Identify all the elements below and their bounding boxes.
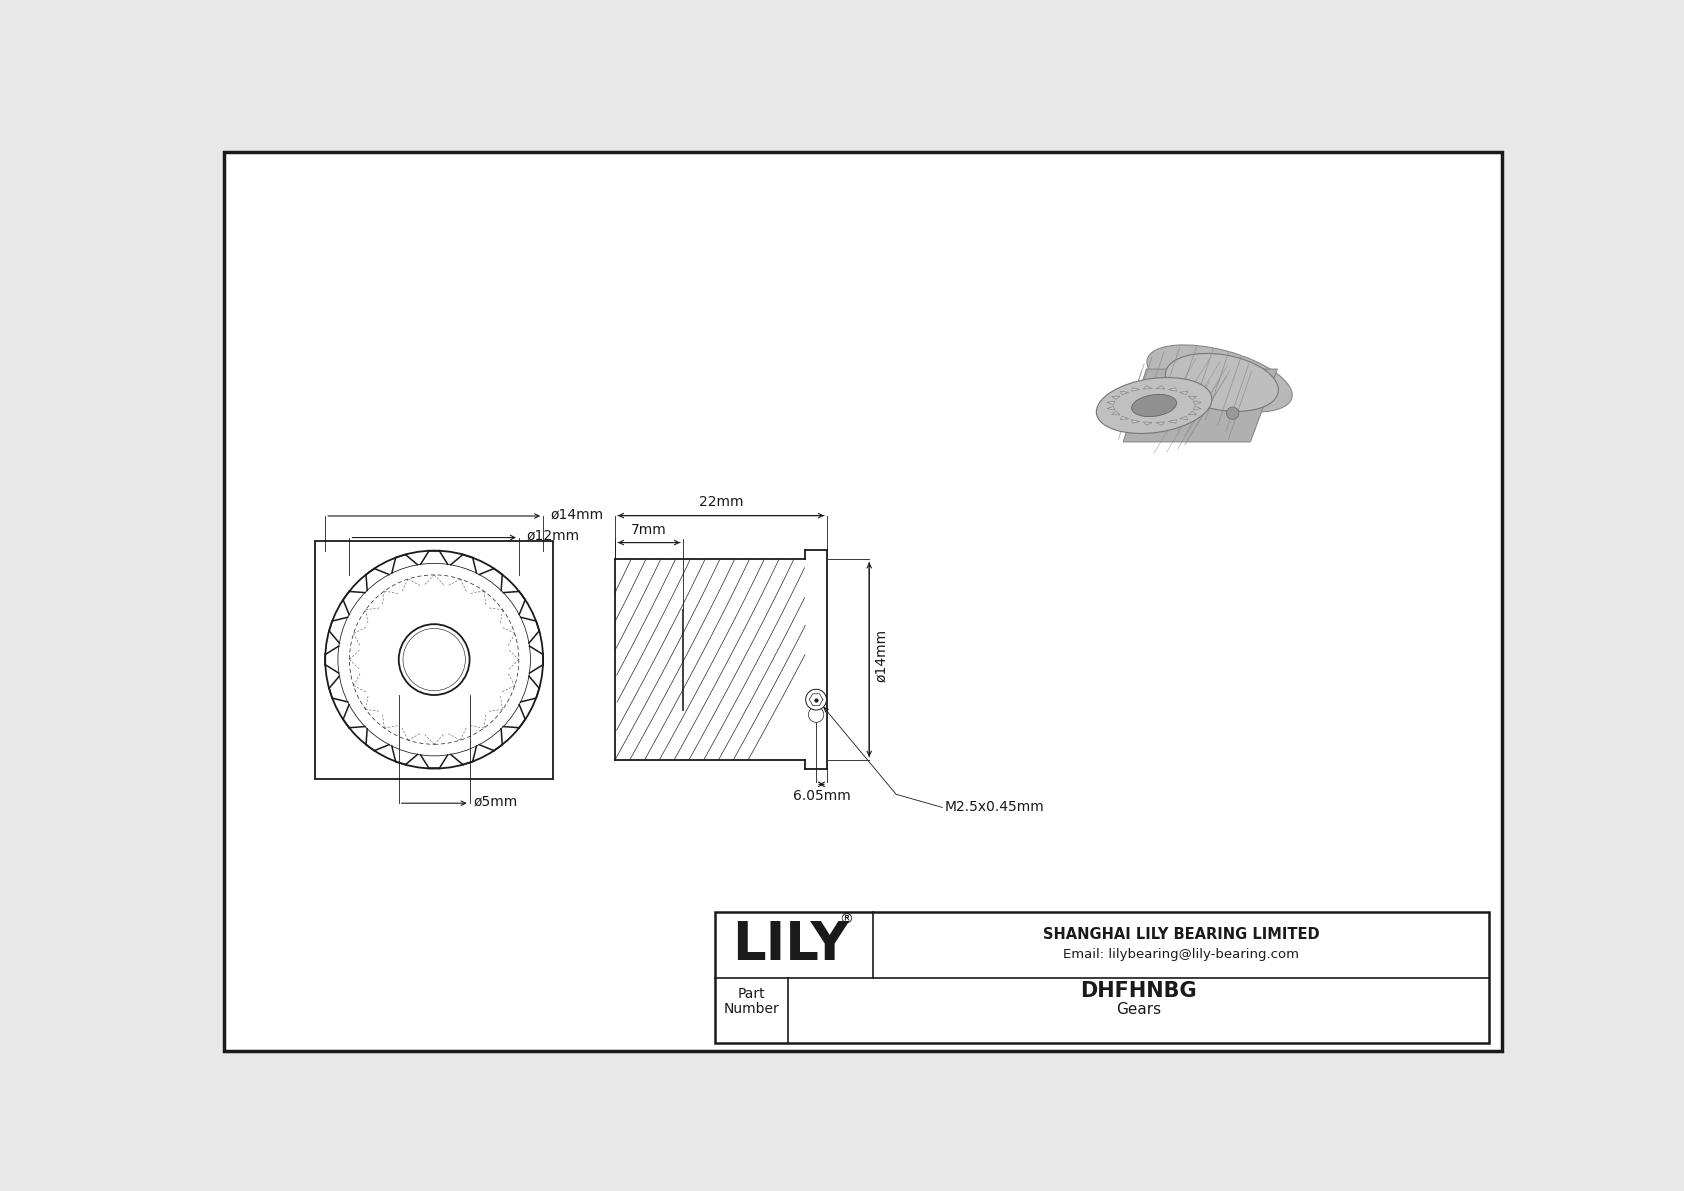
Text: ø5mm: ø5mm (473, 794, 517, 809)
Polygon shape (1143, 422, 1152, 425)
Polygon shape (1179, 416, 1187, 419)
Ellipse shape (1147, 345, 1292, 412)
Text: Number: Number (724, 1002, 780, 1016)
Polygon shape (1111, 397, 1120, 399)
Polygon shape (1194, 406, 1201, 410)
Text: ®: ® (839, 912, 852, 927)
Polygon shape (1123, 369, 1276, 442)
Polygon shape (1155, 386, 1165, 389)
Polygon shape (1106, 406, 1115, 410)
Polygon shape (1155, 422, 1165, 425)
Ellipse shape (1165, 354, 1278, 411)
Text: ø14mm: ø14mm (551, 507, 605, 522)
Polygon shape (1132, 388, 1140, 392)
Polygon shape (1194, 401, 1201, 405)
Text: SHANGHAI LILY BEARING LIMITED: SHANGHAI LILY BEARING LIMITED (1042, 927, 1319, 942)
Bar (315, 541, 552, 779)
Circle shape (805, 690, 827, 710)
Polygon shape (1169, 419, 1177, 423)
Polygon shape (1179, 392, 1187, 395)
Text: ø14mm: ø14mm (874, 629, 887, 682)
Polygon shape (1189, 412, 1197, 414)
Text: M2.5x0.45mm: M2.5x0.45mm (945, 800, 1044, 815)
Polygon shape (1169, 388, 1177, 392)
Polygon shape (1143, 386, 1152, 389)
Text: 7mm: 7mm (632, 523, 667, 537)
Ellipse shape (1096, 378, 1212, 434)
Text: ø12mm: ø12mm (527, 529, 579, 543)
Polygon shape (1189, 397, 1197, 399)
Polygon shape (1132, 419, 1140, 423)
Text: 6.05mm: 6.05mm (793, 788, 850, 803)
Text: Gears: Gears (1116, 1002, 1162, 1017)
Polygon shape (1120, 416, 1128, 419)
Polygon shape (1111, 412, 1120, 414)
Polygon shape (1106, 401, 1115, 405)
Text: DHFHNBG: DHFHNBG (1081, 981, 1197, 1002)
Ellipse shape (1132, 394, 1177, 417)
Circle shape (808, 707, 823, 723)
Text: Email: lilybearing@lily-bearing.com: Email: lilybearing@lily-bearing.com (1063, 948, 1298, 961)
Text: Part: Part (738, 987, 766, 1000)
Bar (716, 912, 1489, 1043)
Circle shape (1226, 407, 1239, 419)
Polygon shape (1120, 392, 1128, 395)
Text: 22mm: 22mm (699, 494, 743, 509)
Text: LILY: LILY (733, 919, 849, 971)
